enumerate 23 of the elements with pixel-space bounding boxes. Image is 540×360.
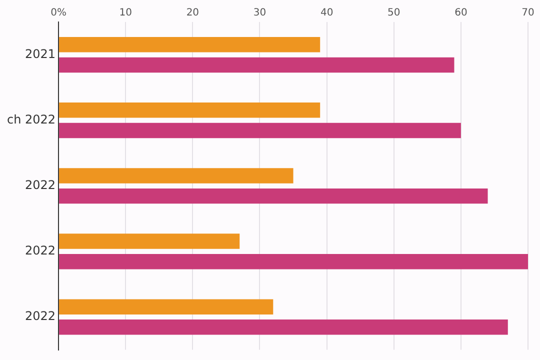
y-tick-label: 2022 — [25, 178, 56, 192]
x-tick-label: 60 — [454, 8, 468, 19]
bar — [59, 320, 508, 335]
bar — [59, 234, 240, 249]
bar — [59, 299, 274, 314]
bar — [59, 254, 528, 270]
bar — [59, 102, 320, 118]
x-tick-label: 10 — [119, 8, 132, 19]
x-tick-label: 50 — [388, 8, 400, 19]
y-tick-label: 2021 — [25, 46, 56, 61]
x-tick-label: 70 — [522, 8, 534, 19]
bar — [59, 168, 294, 184]
x-tick-label: 30 — [253, 8, 266, 19]
y-tick-label: ch 2022 — [6, 112, 56, 126]
bar — [59, 122, 461, 138]
y-tick-label: 2022 — [25, 244, 56, 258]
x-tick-label: 0% — [50, 8, 66, 19]
bar — [59, 57, 454, 73]
x-tick-label: 20 — [186, 8, 200, 19]
x-tick-label: 40 — [320, 8, 334, 19]
y-tick-label: 2022 — [25, 309, 56, 324]
bar — [59, 188, 488, 204]
bar — [59, 36, 320, 52]
